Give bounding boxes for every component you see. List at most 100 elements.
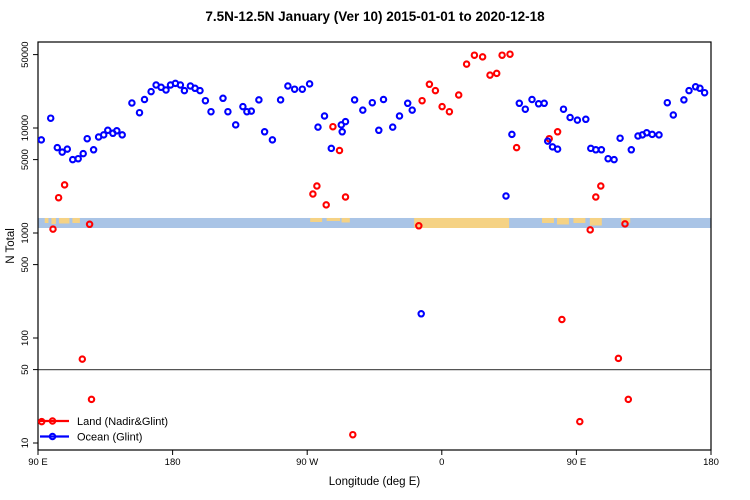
land-patch	[556, 217, 569, 225]
data-points-layer	[38, 50, 709, 439]
ocean-point	[359, 106, 367, 114]
legend-marker	[48, 417, 57, 425]
land-point	[341, 193, 350, 201]
ocean-point	[290, 85, 299, 93]
ocean-point	[627, 146, 636, 154]
land-point	[329, 122, 337, 131]
chart-title: 7.5N-12.5N January (Ver 10) 2015-01-01 t…	[205, 9, 545, 24]
land-point	[349, 430, 357, 439]
ocean-point	[83, 134, 91, 143]
ocean-point	[140, 95, 149, 104]
legend: Land (Nadir&Glint) Ocean (Glint)	[40, 416, 168, 444]
land-point	[512, 143, 521, 152]
ocean-point	[113, 127, 121, 135]
ocean-point	[147, 87, 155, 96]
ocean-point	[176, 81, 185, 89]
land-patch	[414, 217, 510, 228]
land-point	[597, 182, 605, 190]
ocean-point	[247, 107, 256, 115]
y-tick-label: 50	[20, 364, 31, 375]
ocean-point	[395, 112, 404, 120]
ocean-point	[276, 96, 285, 104]
ocean-point	[502, 192, 510, 200]
ocean-point	[515, 99, 524, 108]
ocean-point	[610, 155, 618, 164]
land-point	[322, 201, 330, 209]
land-point	[445, 107, 454, 116]
ocean-point	[597, 146, 606, 154]
x-tick-label: 90 E	[28, 457, 48, 468]
ocean-point	[320, 112, 329, 120]
ocean-point	[135, 108, 144, 117]
land-point	[49, 225, 57, 233]
ocean-point	[46, 114, 55, 122]
ocean-point	[255, 96, 263, 104]
land-point	[576, 417, 584, 426]
ocean-point	[417, 310, 425, 318]
land-point	[492, 69, 501, 78]
land-point	[309, 190, 317, 198]
ocean-point	[305, 80, 314, 88]
y-tick-label: 5000	[20, 149, 31, 170]
ocean-point	[74, 154, 82, 163]
land-point	[498, 51, 506, 59]
ocean-point	[582, 115, 590, 124]
ocean-point	[219, 94, 227, 103]
land-point	[470, 51, 479, 59]
land-point	[78, 355, 87, 363]
ocean-point	[663, 98, 672, 107]
x-axis-label: Longitude (deg E)	[328, 476, 421, 488]
ocean-point	[543, 137, 552, 145]
ocean-point	[403, 99, 412, 108]
land-point	[431, 86, 440, 95]
ocean-point	[375, 126, 383, 135]
y-tick-label: 10000	[20, 115, 31, 141]
ocean-point	[388, 123, 397, 131]
ocean-point	[604, 154, 612, 163]
ocean-point	[696, 84, 704, 93]
x-tick-label: 0	[439, 457, 444, 468]
ocean-point	[685, 86, 693, 95]
ocean-point	[648, 130, 656, 139]
land-point	[425, 80, 434, 89]
y-tick-label: 1000	[20, 222, 31, 243]
ocean-point	[128, 99, 136, 107]
plot-border	[37, 41, 712, 451]
land-point	[415, 222, 423, 230]
land-patch	[341, 217, 350, 223]
ocean-point	[508, 130, 516, 139]
ocean-point	[655, 131, 663, 139]
ocean-point	[379, 95, 388, 104]
y-tick-label: 100	[20, 330, 31, 346]
legend-marker	[48, 432, 57, 441]
ocean-point	[38, 136, 46, 144]
ocean-point	[89, 146, 98, 154]
ocean-point	[338, 128, 346, 136]
land-point	[558, 315, 566, 324]
ocean-point	[573, 116, 582, 124]
ocean-strip	[38, 217, 711, 228]
land-patch	[72, 217, 80, 223]
ocean-point	[99, 131, 108, 139]
ocean-point	[566, 113, 574, 122]
ocean-point	[559, 105, 568, 113]
x-tick-label: 90 W	[296, 457, 318, 468]
ocean-point	[553, 145, 562, 153]
land-point	[85, 220, 94, 229]
ocean-point	[231, 121, 240, 129]
ocean-point	[341, 117, 350, 126]
ocean-point	[314, 123, 322, 131]
ocean-point	[79, 149, 87, 158]
land-patch	[44, 217, 49, 223]
ocean-point	[521, 105, 530, 113]
legend-label: Ocean (Glint)	[77, 432, 142, 444]
ocean-point	[260, 128, 269, 136]
ocean-point	[239, 102, 247, 111]
land-point	[478, 53, 487, 61]
y-tick-label: 50000	[20, 41, 31, 67]
ocean-point	[207, 107, 215, 116]
land-point	[418, 96, 426, 105]
land-point	[506, 50, 514, 58]
ocean-point	[368, 98, 377, 107]
ocean-point	[118, 131, 126, 139]
